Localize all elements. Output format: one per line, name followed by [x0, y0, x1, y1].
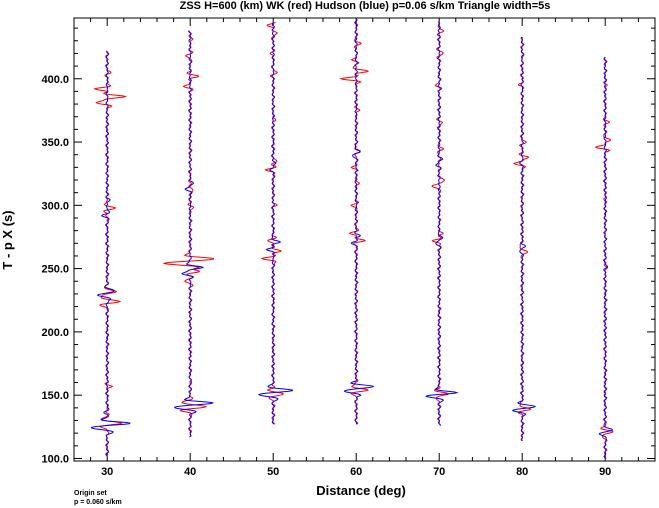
- y-tick-label: 350.0: [41, 137, 69, 149]
- seismogram-traces: [90, 18, 614, 459]
- x-tick-label: 70: [433, 466, 445, 478]
- x-tick-label: 40: [184, 466, 196, 478]
- footer-note-slowness: p = 0.060 s/km: [74, 499, 122, 506]
- trace-hudson-70: [425, 21, 459, 426]
- x-tick-label: 80: [516, 466, 528, 478]
- trace-hudson-90: [598, 56, 614, 459]
- x-tick-label: 30: [101, 466, 113, 478]
- trace-hudson-80: [511, 36, 537, 442]
- x-tick-label: 90: [599, 466, 611, 478]
- trace-wk-30: [93, 50, 128, 457]
- y-tick-label: 150.0: [41, 390, 69, 402]
- x-axis-label: Distance (deg): [316, 483, 406, 498]
- y-axis-label: T - p X (s): [0, 210, 15, 269]
- trace-wk-60: [339, 18, 370, 425]
- y-tick-label: 100.0: [41, 453, 69, 465]
- trace-hudson-50: [257, 21, 294, 425]
- y-axis: 100.0 150.0 200.0 250.0 300.0 350.0 400.0: [41, 27, 655, 465]
- trace-wk-90: [594, 56, 614, 459]
- y-tick-label: 300.0: [41, 200, 69, 212]
- trace-wk-40: [162, 30, 215, 438]
- series-wk: [93, 18, 614, 459]
- chart-title: ZSS H=600 (km) WK (red) Hudson (blue) p=…: [180, 0, 551, 12]
- y-tick-label: 250.0: [41, 264, 69, 276]
- trace-hudson-60: [343, 19, 375, 425]
- trace-hudson-30: [90, 50, 131, 457]
- footer-note-origin: Origin set: [74, 490, 107, 497]
- y-tick-label: 200.0: [41, 327, 69, 339]
- trace-wk-50: [260, 21, 285, 425]
- x-tick-label: 60: [350, 466, 362, 478]
- x-tick-label: 50: [267, 466, 279, 478]
- y-tick-label: 400.0: [41, 74, 69, 86]
- plot-frame: [73, 17, 656, 462]
- trace-hudson-40: [174, 30, 214, 438]
- x-axis: 30 40 50 60 70 80 90: [90, 18, 639, 478]
- series-hudson: [90, 19, 614, 459]
